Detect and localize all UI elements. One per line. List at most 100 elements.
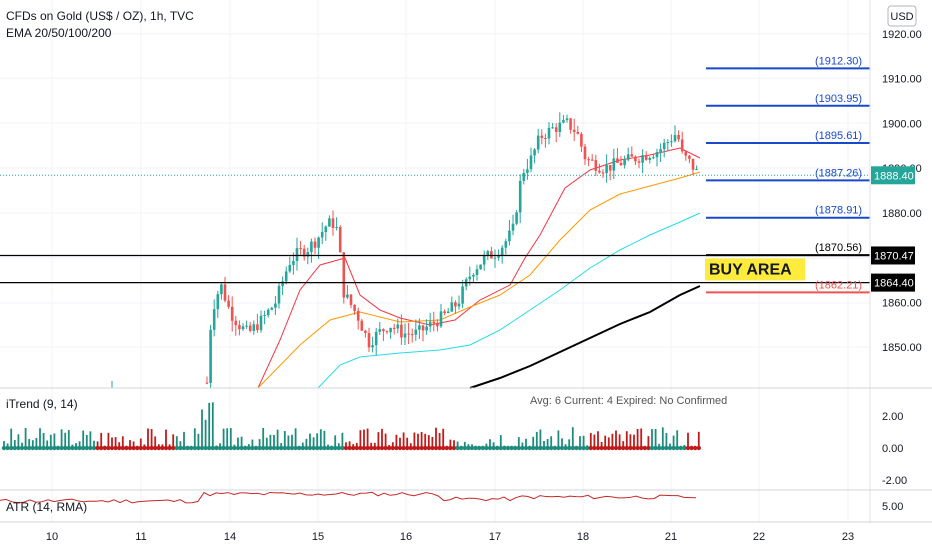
candle-body (428, 321, 432, 327)
itrend-dot (516, 445, 521, 451)
line-price-label: 1864.40 (874, 278, 914, 290)
ema20-line (257, 147, 701, 389)
itrend-dot (253, 445, 259, 451)
itrend-dot (325, 445, 331, 451)
itrend-dot (577, 445, 583, 451)
candle-body (241, 326, 245, 330)
candle-body (281, 281, 284, 286)
itrend-tick-label: 2.00 (882, 411, 903, 423)
itrend-dot (477, 445, 482, 451)
itrend-dot (459, 445, 464, 451)
candle-body (637, 161, 641, 163)
itrend-dot (556, 445, 561, 451)
atr-line (0, 491, 697, 504)
itrend-dot (91, 445, 97, 451)
fib-levels[interactable]: (1912.30) (1903.95) (1895.61) (1887.26) (187… (706, 55, 870, 294)
candle-body (306, 252, 310, 257)
itrend-dot (473, 445, 478, 451)
candle-body (562, 119, 565, 123)
candle-body (227, 300, 230, 307)
itrend-dot (174, 445, 179, 451)
buy-area-annotation[interactable]: BUY AREA (705, 258, 805, 281)
candle-body (493, 257, 497, 259)
itrend-dot (412, 445, 417, 451)
itrend-dot (419, 445, 424, 451)
itrend-dot (617, 445, 622, 451)
candle-body (238, 325, 241, 330)
itrend-dot (203, 445, 208, 451)
itrend-dot (387, 445, 392, 451)
time-tick-label: 22 (753, 531, 765, 543)
itrend-dot (689, 445, 694, 451)
candle-body (450, 302, 454, 312)
itrend-dot (581, 445, 586, 451)
itrend-dot (66, 445, 72, 451)
ema50-line (257, 171, 701, 389)
itrend-dot (653, 445, 658, 451)
itrend-dot (491, 445, 496, 451)
itrend-dot (73, 445, 79, 451)
candle-body (475, 269, 479, 275)
itrend-dot (333, 445, 338, 451)
itrend-dot (282, 445, 287, 451)
itrend-dot (541, 445, 547, 451)
itrend-dot (214, 445, 219, 451)
itrend-dot (171, 445, 176, 451)
itrend-dot (207, 445, 212, 451)
candle-body (389, 327, 392, 333)
candle-body (580, 133, 583, 147)
itrend-dot (102, 445, 108, 451)
itrend-dot (228, 445, 233, 451)
itrend-tick-label: -2.00 (882, 475, 907, 487)
candle-body (529, 155, 533, 170)
itrend-dot (70, 445, 75, 451)
itrend-dot (390, 445, 395, 451)
candle-body (500, 247, 504, 256)
candle-body (299, 248, 302, 250)
itrend-dot (585, 445, 590, 451)
candles (111, 112, 698, 389)
itrend-dot (45, 445, 50, 451)
itrend-dot (649, 445, 655, 451)
currency-badge[interactable] (887, 5, 917, 27)
itrend-dot (520, 445, 525, 451)
candle-body (392, 327, 396, 329)
candle-body (594, 160, 598, 171)
itrend-dot (30, 445, 35, 451)
itrend-dot (592, 445, 597, 451)
fib-label: (1903.95) (815, 93, 862, 105)
itrend-dot (221, 445, 226, 451)
itrend-dot (178, 445, 183, 451)
candle-body (659, 149, 662, 153)
itrend-dot (246, 445, 251, 451)
candle-body (270, 307, 274, 310)
itrend-dot (487, 445, 493, 451)
itrend-dot (23, 445, 28, 451)
itrend-dot (433, 445, 439, 451)
candle-body (644, 155, 648, 160)
candle-body (443, 311, 446, 314)
time-axis[interactable]: 10 11 14 15 16 17 18 21 22 23 (46, 531, 854, 543)
itrend-dot (81, 445, 86, 451)
itrend-dot (603, 445, 608, 451)
candle-body (605, 165, 608, 174)
time-tick-label: 16 (400, 531, 412, 543)
candle-body (544, 138, 547, 140)
itrend-dot (124, 445, 129, 451)
price-scale[interactable]: USD 1920.001910.001900.001890.001880.001… (869, 0, 922, 523)
itrend-dot (552, 445, 557, 451)
itrend-dot (232, 445, 237, 451)
line-price-tag (871, 246, 915, 265)
candle-body (616, 158, 619, 163)
itrend-dot (351, 445, 356, 451)
itrend-dot (567, 445, 572, 451)
candle-body (511, 223, 515, 231)
fib-label: (1870.56) (815, 242, 862, 254)
candle-body (331, 218, 335, 228)
candle-body (353, 304, 356, 311)
candle-body (576, 131, 580, 134)
itrend-dot (264, 445, 269, 451)
candle-body (212, 309, 216, 330)
fib-label: (1878.91) (815, 205, 862, 217)
